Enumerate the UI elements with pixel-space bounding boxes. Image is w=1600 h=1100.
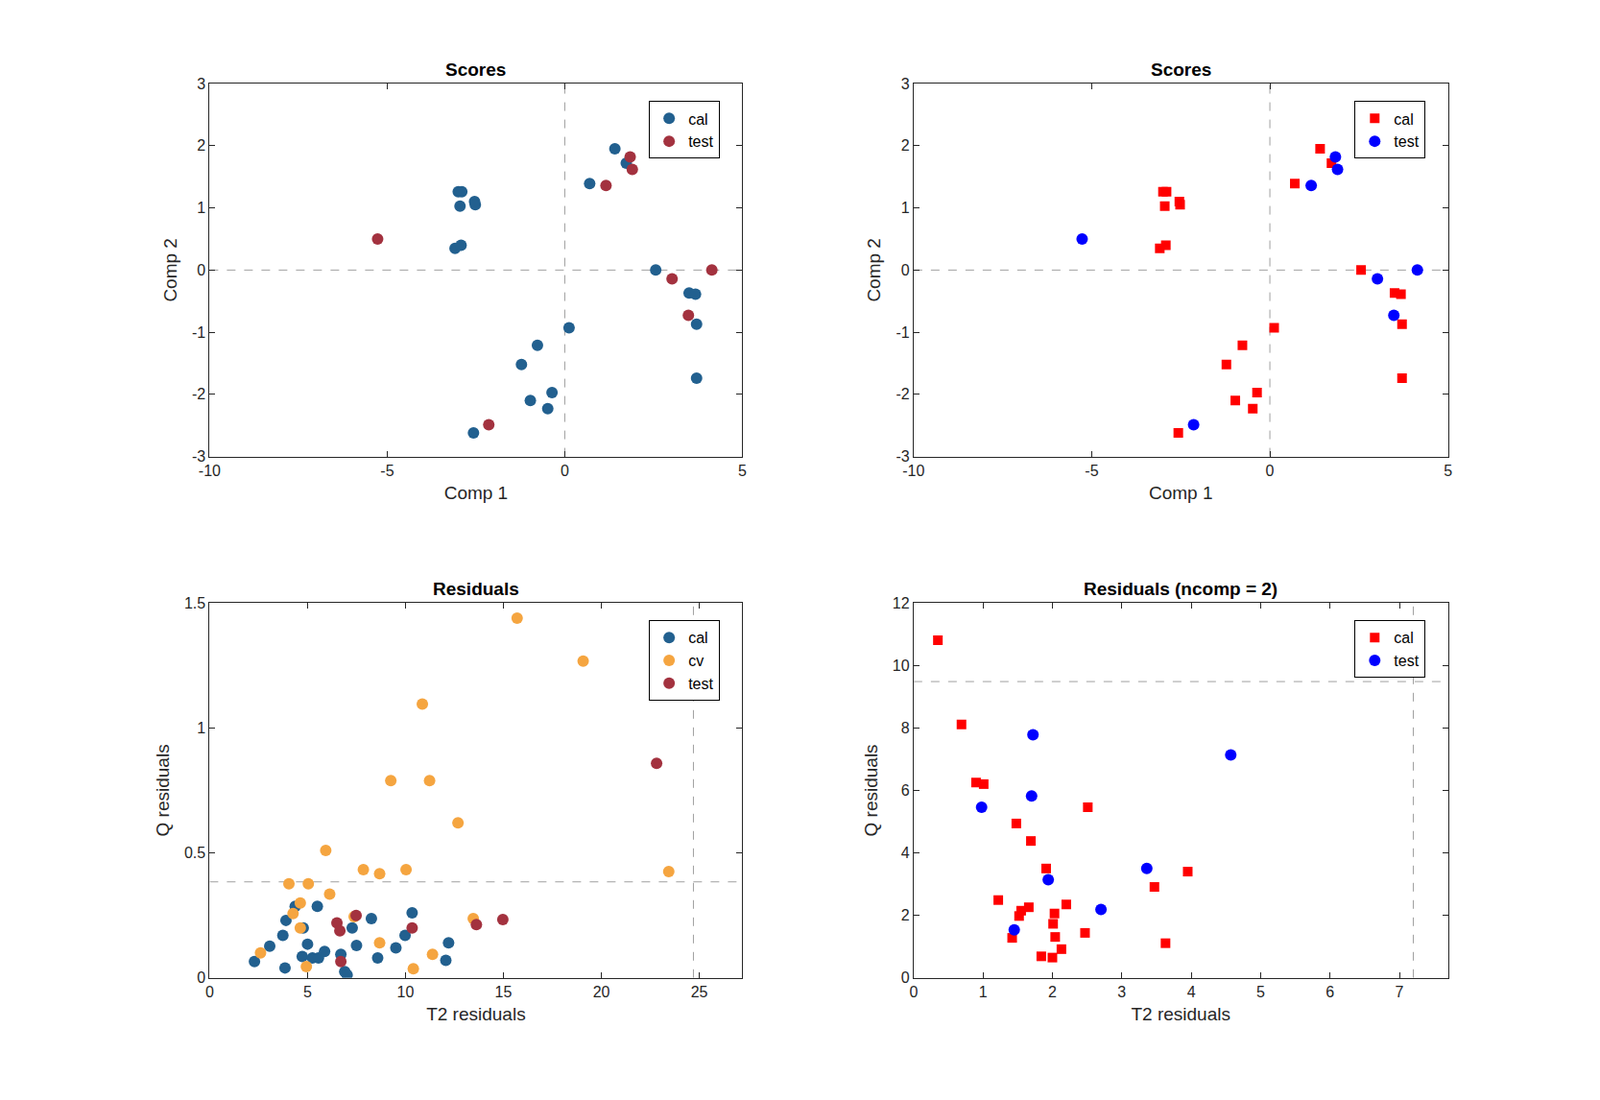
svg-text:2: 2 [1048, 983, 1057, 1001]
svg-text:1: 1 [196, 199, 206, 216]
svg-text:-10: -10 [902, 462, 925, 479]
svg-text:0.5: 0.5 [184, 844, 206, 861]
svg-text:3: 3 [196, 75, 206, 93]
svg-text:Scores: Scores [445, 59, 506, 80]
svg-text:T2 residuals: T2 residuals [1130, 1003, 1231, 1025]
svg-text:Comp 2: Comp 2 [863, 238, 884, 303]
svg-text:12: 12 [892, 595, 910, 612]
svg-text:1: 1 [196, 719, 206, 737]
svg-text:0: 0 [205, 983, 215, 1001]
svg-text:25: 25 [691, 983, 709, 1001]
svg-text:-3: -3 [895, 448, 909, 465]
svg-text:T2 residuals: T2 residuals [426, 1003, 526, 1025]
svg-text:Residuals: Residuals [432, 578, 520, 599]
svg-text:cv: cv [688, 652, 704, 669]
svg-text:test: test [688, 133, 714, 150]
svg-text:5: 5 [303, 983, 312, 1001]
svg-text:6: 6 [1325, 983, 1335, 1001]
svg-text:5: 5 [1443, 462, 1453, 479]
svg-text:10: 10 [397, 983, 415, 1001]
svg-text:test: test [1393, 652, 1419, 669]
svg-text:5: 5 [1256, 983, 1266, 1001]
svg-text:-5: -5 [1084, 462, 1099, 479]
svg-text:0: 0 [901, 969, 910, 986]
svg-text:test: test [1393, 133, 1419, 150]
svg-text:20: 20 [593, 983, 611, 1001]
svg-text:Comp 1: Comp 1 [1148, 482, 1214, 503]
svg-text:6: 6 [901, 782, 910, 799]
svg-text:test: test [688, 675, 714, 693]
svg-text:8: 8 [901, 719, 910, 737]
svg-text:-2: -2 [895, 385, 909, 403]
svg-text:Q residuals: Q residuals [152, 743, 173, 836]
svg-text:Residuals (ncomp = 2): Residuals (ncomp = 2) [1083, 578, 1278, 599]
svg-text:-5: -5 [380, 462, 394, 479]
svg-text:-1: -1 [191, 324, 206, 341]
svg-text:cal: cal [1393, 629, 1413, 646]
svg-text:Scores: Scores [1150, 59, 1212, 80]
svg-text:Comp 2: Comp 2 [160, 238, 181, 303]
svg-text:cal: cal [688, 629, 708, 646]
svg-text:15: 15 [495, 983, 513, 1001]
svg-text:1: 1 [901, 199, 910, 216]
svg-text:7: 7 [1395, 983, 1405, 1001]
svg-text:0: 0 [196, 969, 206, 986]
svg-text:1: 1 [979, 983, 988, 1001]
svg-text:2: 2 [901, 137, 910, 154]
svg-text:0: 0 [560, 462, 570, 479]
svg-text:1.5: 1.5 [184, 595, 206, 612]
svg-text:0: 0 [1265, 462, 1275, 479]
svg-text:Q residuals: Q residuals [860, 743, 882, 836]
svg-text:0: 0 [196, 262, 206, 279]
svg-text:3: 3 [901, 75, 910, 93]
svg-text:-10: -10 [198, 462, 221, 479]
svg-text:2: 2 [196, 137, 206, 154]
svg-text:2: 2 [901, 907, 910, 924]
svg-text:10: 10 [892, 657, 910, 674]
svg-text:cal: cal [1393, 111, 1413, 128]
svg-text:0: 0 [908, 983, 918, 1001]
svg-text:5: 5 [738, 462, 747, 479]
svg-text:4: 4 [1187, 983, 1196, 1001]
svg-text:cal: cal [688, 111, 708, 128]
svg-text:0: 0 [901, 262, 910, 279]
svg-text:-3: -3 [191, 448, 206, 465]
svg-text:-2: -2 [191, 385, 206, 403]
svg-text:-1: -1 [895, 324, 909, 341]
svg-text:4: 4 [901, 844, 910, 861]
svg-text:3: 3 [1117, 983, 1126, 1001]
svg-text:Comp 1: Comp 1 [444, 482, 509, 503]
